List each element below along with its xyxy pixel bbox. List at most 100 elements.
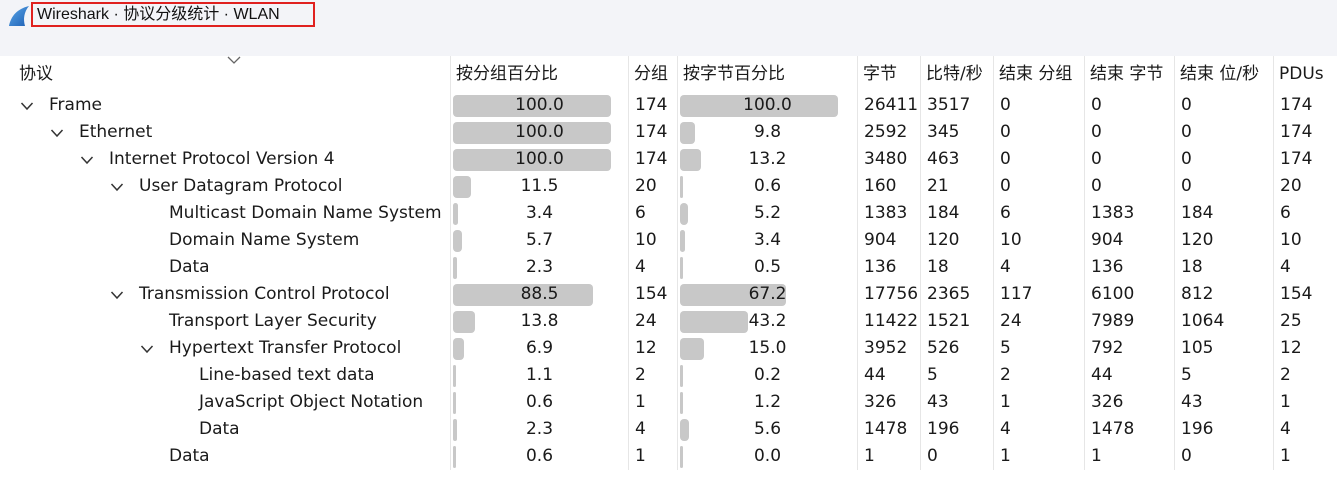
col-protocol-cell: Frame xyxy=(14,92,450,119)
percent-value: 6.9 xyxy=(525,338,554,358)
col-end-bits-per-sec-cell: 184 xyxy=(1174,200,1273,227)
chevron-down-icon[interactable] xyxy=(80,155,94,165)
col-pdus-cell: 174 xyxy=(1273,119,1337,146)
tree-row[interactable]: Data 0.6 1 0.0 1 0 1 1 0 1 xyxy=(14,443,1337,470)
protocol-name: Data xyxy=(199,419,240,439)
tree-row[interactable]: Hypertext Transfer Protocol 6.9 12 15.0 3952… xyxy=(14,335,1337,362)
col-protocol-cell: Transport Layer Security xyxy=(14,308,450,335)
col-pdus-cell: 25 xyxy=(1273,308,1337,335)
tree-row[interactable]: Domain Name System 5.7 10 3.4 904 120 10 904 120… xyxy=(14,227,1337,254)
percent-value: 0.0 xyxy=(753,446,782,466)
col-end-bits-per-sec-cell: 0 xyxy=(1174,443,1273,470)
percent-bar xyxy=(453,257,457,279)
col-packets-cell: 12 xyxy=(628,335,677,362)
col-packet-percent-cell: 13.8 xyxy=(450,308,628,335)
protocol-name: Frame xyxy=(49,95,102,115)
chevron-down-icon[interactable] xyxy=(227,56,241,64)
header-col-bytes[interactable]: 字节 xyxy=(857,56,920,92)
percent-bar xyxy=(453,446,456,468)
header-col-pdus[interactable]: PDUs xyxy=(1273,56,1337,92)
protocol-hierarchy-tree[interactable]: 协议 按分组百分比 分组 按字节百分比 字节 比特/秒 结束 分组 结束 字节 结束 位/秒 PD… xyxy=(14,56,1337,488)
col-bytes-cell: 1383 xyxy=(857,200,920,227)
tree-row[interactable]: Data 2.3 4 0.5 136 18 4 136 18 4 xyxy=(14,254,1337,281)
col-pdus-cell: 10 xyxy=(1273,227,1337,254)
col-byte-percent-cell: 0.0 xyxy=(677,443,857,470)
percent-value: 15.0 xyxy=(748,338,787,358)
col-pdus-cell: 12 xyxy=(1273,335,1337,362)
col-bytes-cell: 2592 xyxy=(857,119,920,146)
tree-row[interactable]: Data 2.3 4 5.6 1478 196 4 1478 196 4 xyxy=(14,416,1337,443)
header-col-byte-percent[interactable]: 按字节百分比 xyxy=(677,56,857,92)
col-bytes-cell: 44 xyxy=(857,362,920,389)
chevron-down-icon[interactable] xyxy=(110,182,124,192)
col-packets-cell: 174 xyxy=(628,92,677,119)
tree-row[interactable]: JavaScript Object Notation 0.6 1 1.2 326 43 1 3… xyxy=(14,389,1337,416)
percent-bar xyxy=(453,230,462,252)
percent-value: 0.2 xyxy=(753,365,782,385)
header-col-bits-per-sec[interactable]: 比特/秒 xyxy=(920,56,993,92)
col-bits-per-sec-cell: 43 xyxy=(920,389,993,416)
col-end-bytes-cell: 0 xyxy=(1084,119,1174,146)
percent-bar xyxy=(680,419,689,441)
col-end-bits-per-sec-cell: 5 xyxy=(1174,362,1273,389)
col-packets-cell: 24 xyxy=(628,308,677,335)
col-pdus-cell: 6 xyxy=(1273,200,1337,227)
protocol-name: Domain Name System xyxy=(169,230,360,250)
col-bits-per-sec-cell: 345 xyxy=(920,119,993,146)
col-end-packets-cell: 24 xyxy=(993,308,1084,335)
chevron-down-icon[interactable] xyxy=(20,101,34,111)
tree-row[interactable]: Transport Layer Security 13.8 24 43.2 11422 1… xyxy=(14,308,1337,335)
col-bytes-cell: 3952 xyxy=(857,335,920,362)
col-protocol-cell: Line-based text data xyxy=(14,362,450,389)
tree-row[interactable]: Transmission Control Protocol 88.5 154 67.2… xyxy=(14,281,1337,308)
col-end-bytes-cell: 136 xyxy=(1084,254,1174,281)
percent-bar xyxy=(680,365,683,387)
col-pdus-cell: 4 xyxy=(1273,416,1337,443)
col-packets-cell: 174 xyxy=(628,146,677,173)
col-end-packets-cell: 4 xyxy=(993,254,1084,281)
tree-row[interactable]: Frame 100.0 174 100.0 26411 3517 0 0 0 174 xyxy=(14,92,1337,119)
tree-row[interactable]: Line-based text data 1.1 2 0.2 44 5 2 44 5 2 xyxy=(14,362,1337,389)
header-col-protocol[interactable]: 协议 xyxy=(19,64,53,84)
col-end-packets-cell: 0 xyxy=(993,146,1084,173)
tree-row[interactable]: Multicast Domain Name System 3.4 6 5.2 1383 1… xyxy=(14,200,1337,227)
percent-bar xyxy=(680,284,787,306)
col-end-bytes-cell: 7989 xyxy=(1084,308,1174,335)
tree-row[interactable]: Ethernet 100.0 174 9.8 2592 345 0 0 0 174 xyxy=(14,119,1337,146)
header-col-end-packets[interactable]: 结束 分组 xyxy=(993,56,1084,92)
percent-value: 0.6 xyxy=(525,392,554,412)
col-byte-percent-cell: 13.2 xyxy=(677,146,857,173)
wireshark-fin-icon xyxy=(9,6,29,26)
chevron-down-icon[interactable] xyxy=(140,344,154,354)
col-end-packets-cell: 10 xyxy=(993,227,1084,254)
header-col-end-bits-per-sec[interactable]: 结束 位/秒 xyxy=(1174,56,1273,92)
percent-value: 1.1 xyxy=(525,365,554,385)
col-end-bits-per-sec-cell: 812 xyxy=(1174,281,1273,308)
percent-bar xyxy=(453,95,611,117)
col-protocol-cell: JavaScript Object Notation xyxy=(14,389,450,416)
col-byte-percent-cell: 5.6 xyxy=(677,416,857,443)
col-packet-percent-cell: 0.6 xyxy=(450,389,628,416)
header-col-packets[interactable]: 分组 xyxy=(628,56,677,92)
col-end-packets-cell: 5 xyxy=(993,335,1084,362)
header-col-end-bytes[interactable]: 结束 字节 xyxy=(1084,56,1174,92)
header-col-packet-percent[interactable]: 按分组百分比 xyxy=(450,56,628,92)
col-pdus-cell: 1 xyxy=(1273,389,1337,416)
percent-bar xyxy=(453,392,456,414)
chevron-down-icon[interactable] xyxy=(110,290,124,300)
chevron-down-icon[interactable] xyxy=(50,128,64,138)
col-packet-percent-cell: 11.5 xyxy=(450,173,628,200)
col-byte-percent-cell: 15.0 xyxy=(677,335,857,362)
col-protocol-cell: Data xyxy=(14,416,450,443)
protocol-name: Transport Layer Security xyxy=(169,311,377,331)
tree-row[interactable]: User Datagram Protocol 11.5 20 0.6 160 21 0 0 0 2… xyxy=(14,173,1337,200)
col-bytes-cell: 136 xyxy=(857,254,920,281)
col-end-bytes-cell: 0 xyxy=(1084,92,1174,119)
percent-bar xyxy=(453,365,456,387)
percent-value: 43.2 xyxy=(748,311,787,331)
tree-row[interactable]: Internet Protocol Version 4 100.0 174 13.2 3… xyxy=(14,146,1337,173)
percent-bar xyxy=(453,419,457,441)
col-byte-percent-cell: 3.4 xyxy=(677,227,857,254)
col-protocol-cell: Domain Name System xyxy=(14,227,450,254)
protocol-name: User Datagram Protocol xyxy=(139,176,343,196)
